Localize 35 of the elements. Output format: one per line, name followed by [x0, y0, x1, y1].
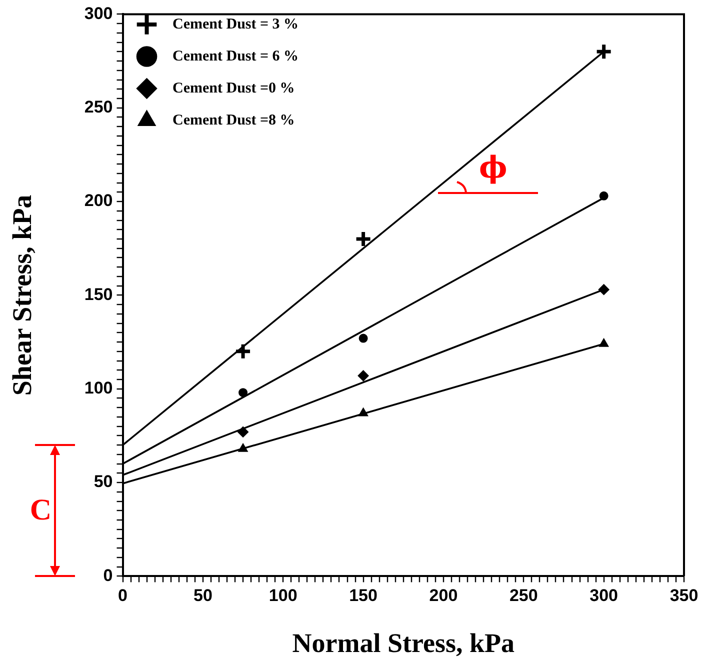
point — [358, 370, 369, 382]
point — [238, 426, 249, 438]
x-tick-label: 0 — [118, 586, 128, 606]
point — [358, 408, 368, 416]
point — [599, 191, 608, 200]
point — [238, 443, 248, 452]
y-tick-label: 150 — [84, 284, 113, 304]
annotation: ϕ — [479, 150, 508, 186]
point — [598, 338, 609, 347]
y-axis-title: Shear Stress, kPa — [7, 194, 38, 396]
text: C — [30, 493, 52, 526]
point — [238, 388, 248, 398]
legend-label: Cement Dust =8 % — [161, 112, 295, 128]
point — [354, 230, 372, 248]
x-tick-label: 300 — [590, 586, 618, 606]
x-tick-label: 50 — [193, 586, 212, 606]
point — [598, 284, 610, 296]
y-tick-label: 100 — [84, 378, 113, 398]
point — [358, 334, 368, 343]
point — [595, 42, 613, 60]
y-tick-label: 250 — [84, 98, 113, 117]
x-tick-label: 150 — [349, 586, 378, 606]
y-tick-label: 50 — [94, 472, 113, 492]
y-tick-label: 200 — [84, 191, 113, 210]
legend-label: Cement Dust =0 % — [161, 80, 295, 96]
y-tick-label: 0 — [103, 566, 113, 585]
x-tick-label: 200 — [429, 586, 458, 606]
x-tick-label: 350 — [670, 586, 698, 606]
point — [234, 342, 252, 360]
legend-label: Cement Dust = 3 % — [161, 16, 299, 32]
x-axis-title: Normal Stress, kPa — [292, 628, 515, 658]
y-tick-label: 300 — [84, 4, 113, 23]
x-tick-label: 100 — [268, 586, 298, 606]
x-tick-label: 250 — [509, 586, 538, 606]
legend-label: Cement Dust = 6 % — [161, 48, 299, 64]
